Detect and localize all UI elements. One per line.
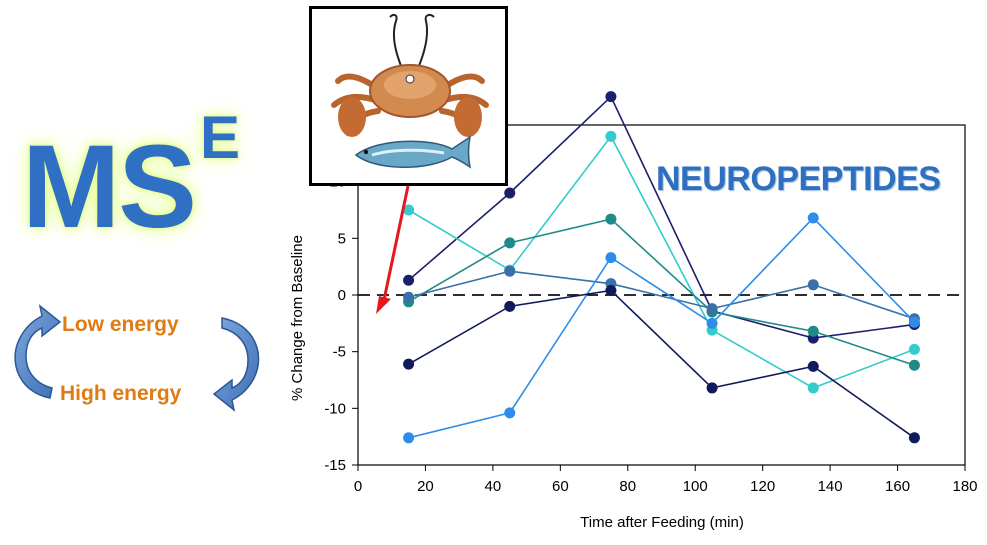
series-4-point-5 (807, 279, 819, 291)
series-1-line (408, 95, 915, 339)
series-6-point-6 (908, 432, 920, 444)
x-tick-label-1: 20 (417, 478, 434, 495)
x-tick-label-0: 0 (354, 478, 362, 495)
series-6-point-2 (504, 300, 516, 312)
y-tick-label-0: -15 (324, 457, 346, 474)
crab-and-fish-illustration-icon (331, 13, 489, 169)
series-6-line (408, 289, 915, 439)
series-2-point-6 (908, 343, 920, 355)
series-6-point-4 (706, 382, 718, 394)
chart-title: NEUROPEPTIDES (656, 160, 941, 198)
y-tick-label-3: 0 (338, 287, 346, 304)
series-5-point-5 (807, 212, 819, 224)
series-6-point-1 (403, 358, 415, 370)
y-tick-label-2: -5 (333, 344, 346, 361)
red-arrowhead-icon (376, 296, 391, 314)
series-4-point-4 (706, 303, 718, 315)
x-tick-label-5: 100 (683, 478, 708, 495)
red-pointer-arrow-icon (382, 185, 410, 301)
series-3-point-2 (504, 237, 516, 249)
series-2-line (408, 134, 915, 389)
series-4-line (408, 270, 915, 320)
series-1-point-2 (504, 187, 516, 199)
series-1-point-3 (605, 91, 617, 103)
series-5-point-3 (605, 252, 617, 264)
x-tick-label-4: 80 (619, 478, 636, 495)
series-2-point-5 (807, 382, 819, 394)
series-3-point-5 (807, 325, 819, 337)
mse-main-text: MS (22, 121, 197, 253)
left-cycle-arrow-icon (14, 304, 62, 399)
x-tick-label-9: 180 (952, 478, 977, 495)
cycle-arrows-icon (14, 304, 260, 412)
series-5-point-4 (706, 317, 718, 329)
series-3-point-6 (908, 359, 920, 371)
x-tick-label-7: 140 (818, 478, 843, 495)
series-2-point-1 (403, 204, 415, 216)
series-6-point-5 (807, 360, 819, 372)
series-5-point-6 (908, 316, 920, 328)
series-4-point-2 (504, 265, 516, 277)
series-4-point-1 (403, 291, 415, 303)
x-tick-label-8: 160 (885, 478, 910, 495)
right-cycle-arrow-icon (212, 317, 260, 412)
crab-fish-photo (309, 6, 508, 186)
series-3-line (408, 218, 915, 367)
series-5-line (408, 216, 915, 439)
low-energy-label: Low energy (62, 313, 179, 336)
series-3-point-3 (605, 213, 617, 225)
series-5-point-2 (504, 407, 516, 419)
y-tick-label-1: -10 (324, 400, 346, 417)
high-energy-label: High energy (60, 382, 182, 405)
x-tick-label-3: 60 (552, 478, 569, 495)
y-axis-label: % Change from Baseline (289, 235, 306, 401)
mse-superscript: E (200, 104, 241, 171)
y-tick-label-4: 5 (338, 230, 346, 247)
x-tick-label-2: 40 (485, 478, 502, 495)
series-5-point-1 (403, 432, 415, 444)
x-axis-label: Time after Feeding (min) (580, 514, 744, 531)
series-2-point-3 (605, 130, 617, 142)
mse-logo: MS E (22, 108, 292, 258)
series-1-point-1 (403, 274, 415, 286)
x-tick-label-6: 120 (750, 478, 775, 495)
series-6-point-3 (605, 284, 617, 296)
